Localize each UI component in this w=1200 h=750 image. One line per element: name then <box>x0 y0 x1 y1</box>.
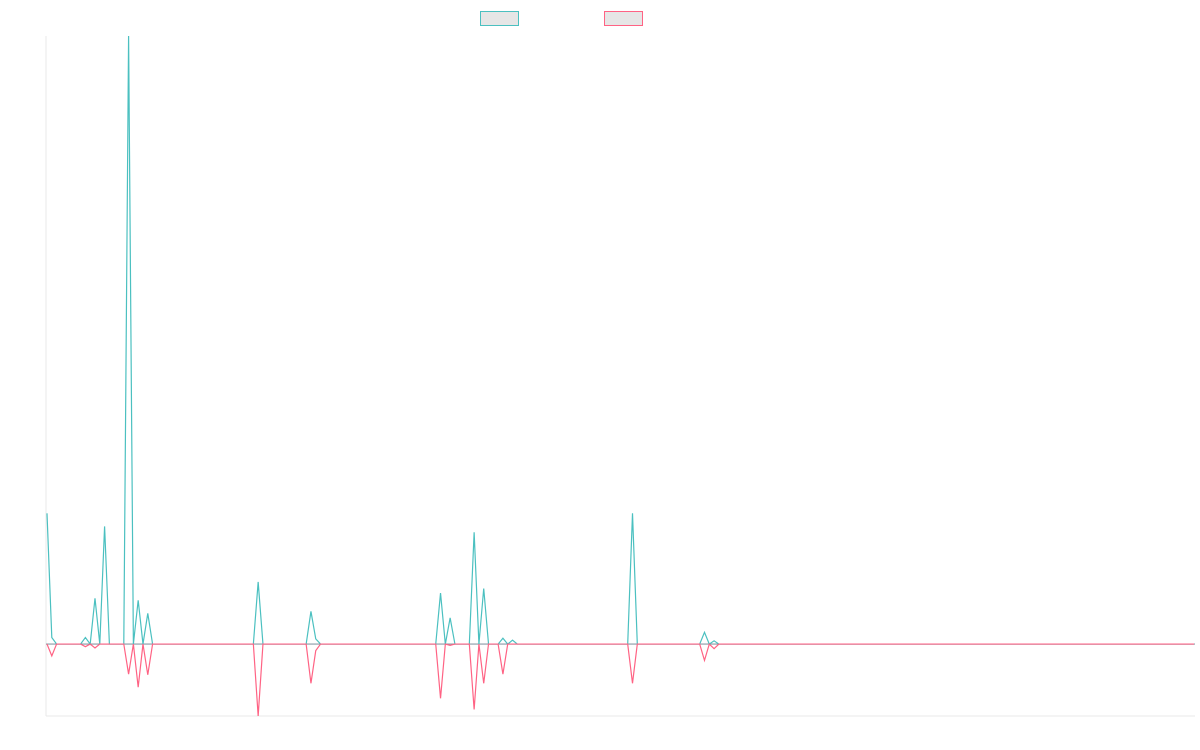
series-line-2 <box>46 642 1194 717</box>
legend-item-series-2[interactable] <box>604 8 649 28</box>
legend <box>0 8 1200 28</box>
series-layer <box>46 35 1194 717</box>
series-line-1 <box>46 35 1194 646</box>
legend-item-series-1[interactable] <box>480 8 525 28</box>
legend-swatch-series-2 <box>604 10 643 26</box>
legend-swatch-series-1 <box>480 10 519 26</box>
